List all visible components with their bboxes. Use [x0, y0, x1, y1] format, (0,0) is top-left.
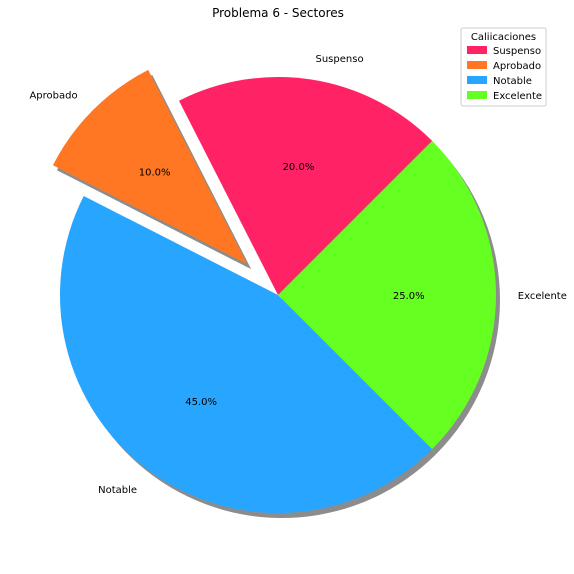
pie-slice-aprobado: [52, 69, 248, 265]
legend-swatch-suspenso: [467, 46, 487, 54]
slice-label-suspenso: Suspenso: [316, 54, 364, 65]
pie-slice-notable: [60, 196, 433, 513]
slice-label-aprobado: Aprobado: [29, 91, 77, 102]
slice-label-excelente: Excelente: [518, 291, 567, 302]
legend-swatch-aprobado: [467, 61, 487, 69]
chart-title: Problema 6 - Sectores: [212, 6, 344, 20]
legend-swatch-excelente: [467, 91, 487, 99]
pie-slices: [52, 69, 496, 513]
slice-label-notable: Notable: [98, 485, 137, 496]
legend: Caliicaciones Suspenso Aprobado Notable Exc…: [460, 27, 547, 107]
pie-slice-excelente: [278, 140, 496, 450]
legend-label-notable: Notable: [493, 76, 532, 87]
legend-label-suspenso: Suspenso: [493, 46, 541, 57]
slice-percent-notable: 45.0%: [185, 397, 217, 408]
slice-percent-suspenso: 20.0%: [283, 162, 315, 173]
legend-label-aprobado: Aprobado: [493, 61, 541, 72]
pie-percent-labels: 20.0% 10.0% 45.0% 25.0%: [139, 162, 425, 408]
slice-percent-aprobado: 10.0%: [139, 168, 171, 179]
legend-swatch-notable: [467, 76, 487, 84]
pie-labels: Suspenso Aprobado Notable Excelente: [29, 54, 566, 496]
legend-entries: Suspenso Aprobado Notable Excelente: [467, 46, 542, 102]
legend-label-excelente: Excelente: [493, 91, 542, 102]
legend-title: Caliicaciones: [471, 32, 536, 43]
pie-slice-suspenso: [179, 77, 433, 296]
slice-percent-excelente: 25.0%: [393, 291, 425, 302]
